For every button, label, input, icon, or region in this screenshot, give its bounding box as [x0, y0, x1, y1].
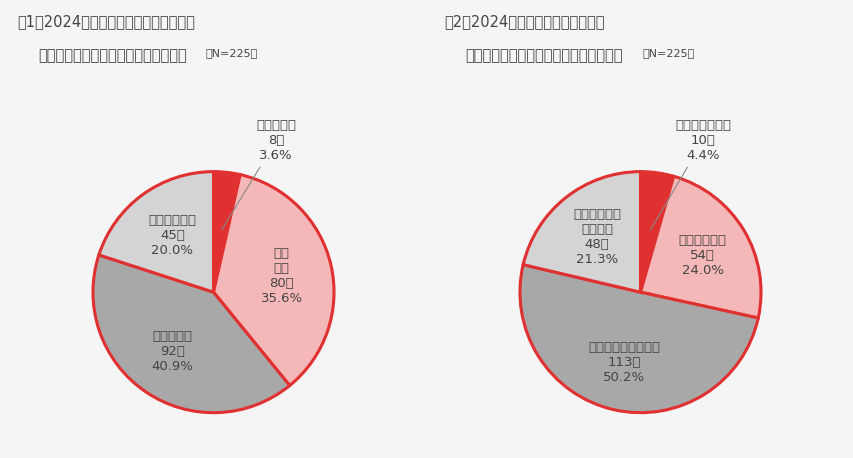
- Text: やや
ある
80人
35.6%: やや ある 80人 35.6%: [260, 247, 302, 305]
- Wedge shape: [523, 172, 640, 292]
- Wedge shape: [640, 176, 760, 318]
- Text: ほとんどない
45人
20.0%: ほとんどない 45人 20.0%: [148, 214, 196, 257]
- Text: 非常にそう思う
10人
4.4%: 非常にそう思う 10人 4.4%: [649, 119, 730, 230]
- Wedge shape: [99, 172, 213, 292]
- Wedge shape: [93, 255, 289, 413]
- Text: あまりない
92人
40.9%: あまりない 92人 40.9%: [152, 330, 194, 373]
- Wedge shape: [519, 265, 757, 413]
- Text: あまりそう思わない
113人
50.2%: あまりそう思わない 113人 50.2%: [588, 341, 659, 384]
- Text: ほとんどそう
思わない
48人
21.3%: ほとんどそう 思わない 48人 21.3%: [572, 208, 620, 267]
- Text: ややそう思う
54人
24.0%: ややそう思う 54人 24.0%: [678, 234, 726, 277]
- Text: 手取りが増えた実感はありますか。。: 手取りが増えた実感はありますか。。: [38, 48, 187, 63]
- Text: （N=225）: （N=225）: [206, 48, 258, 58]
- Wedge shape: [213, 174, 334, 386]
- Text: 非常にある
8人
3.6%: 非常にある 8人 3.6%: [222, 119, 296, 230]
- Wedge shape: [213, 172, 240, 292]
- Wedge shape: [640, 172, 673, 292]
- Text: 図1．2024年に行われた賃上げにより、: 図1．2024年に行われた賃上げにより、: [17, 14, 194, 29]
- Text: （N=225）: （N=225）: [641, 48, 693, 58]
- Text: 図2．2024年に行われた賃上げは、: 図2．2024年に行われた賃上げは、: [444, 14, 604, 29]
- Text: 家計の負担軽減につながりましたか。。: 家計の負担軽減につながりましたか。。: [465, 48, 622, 63]
